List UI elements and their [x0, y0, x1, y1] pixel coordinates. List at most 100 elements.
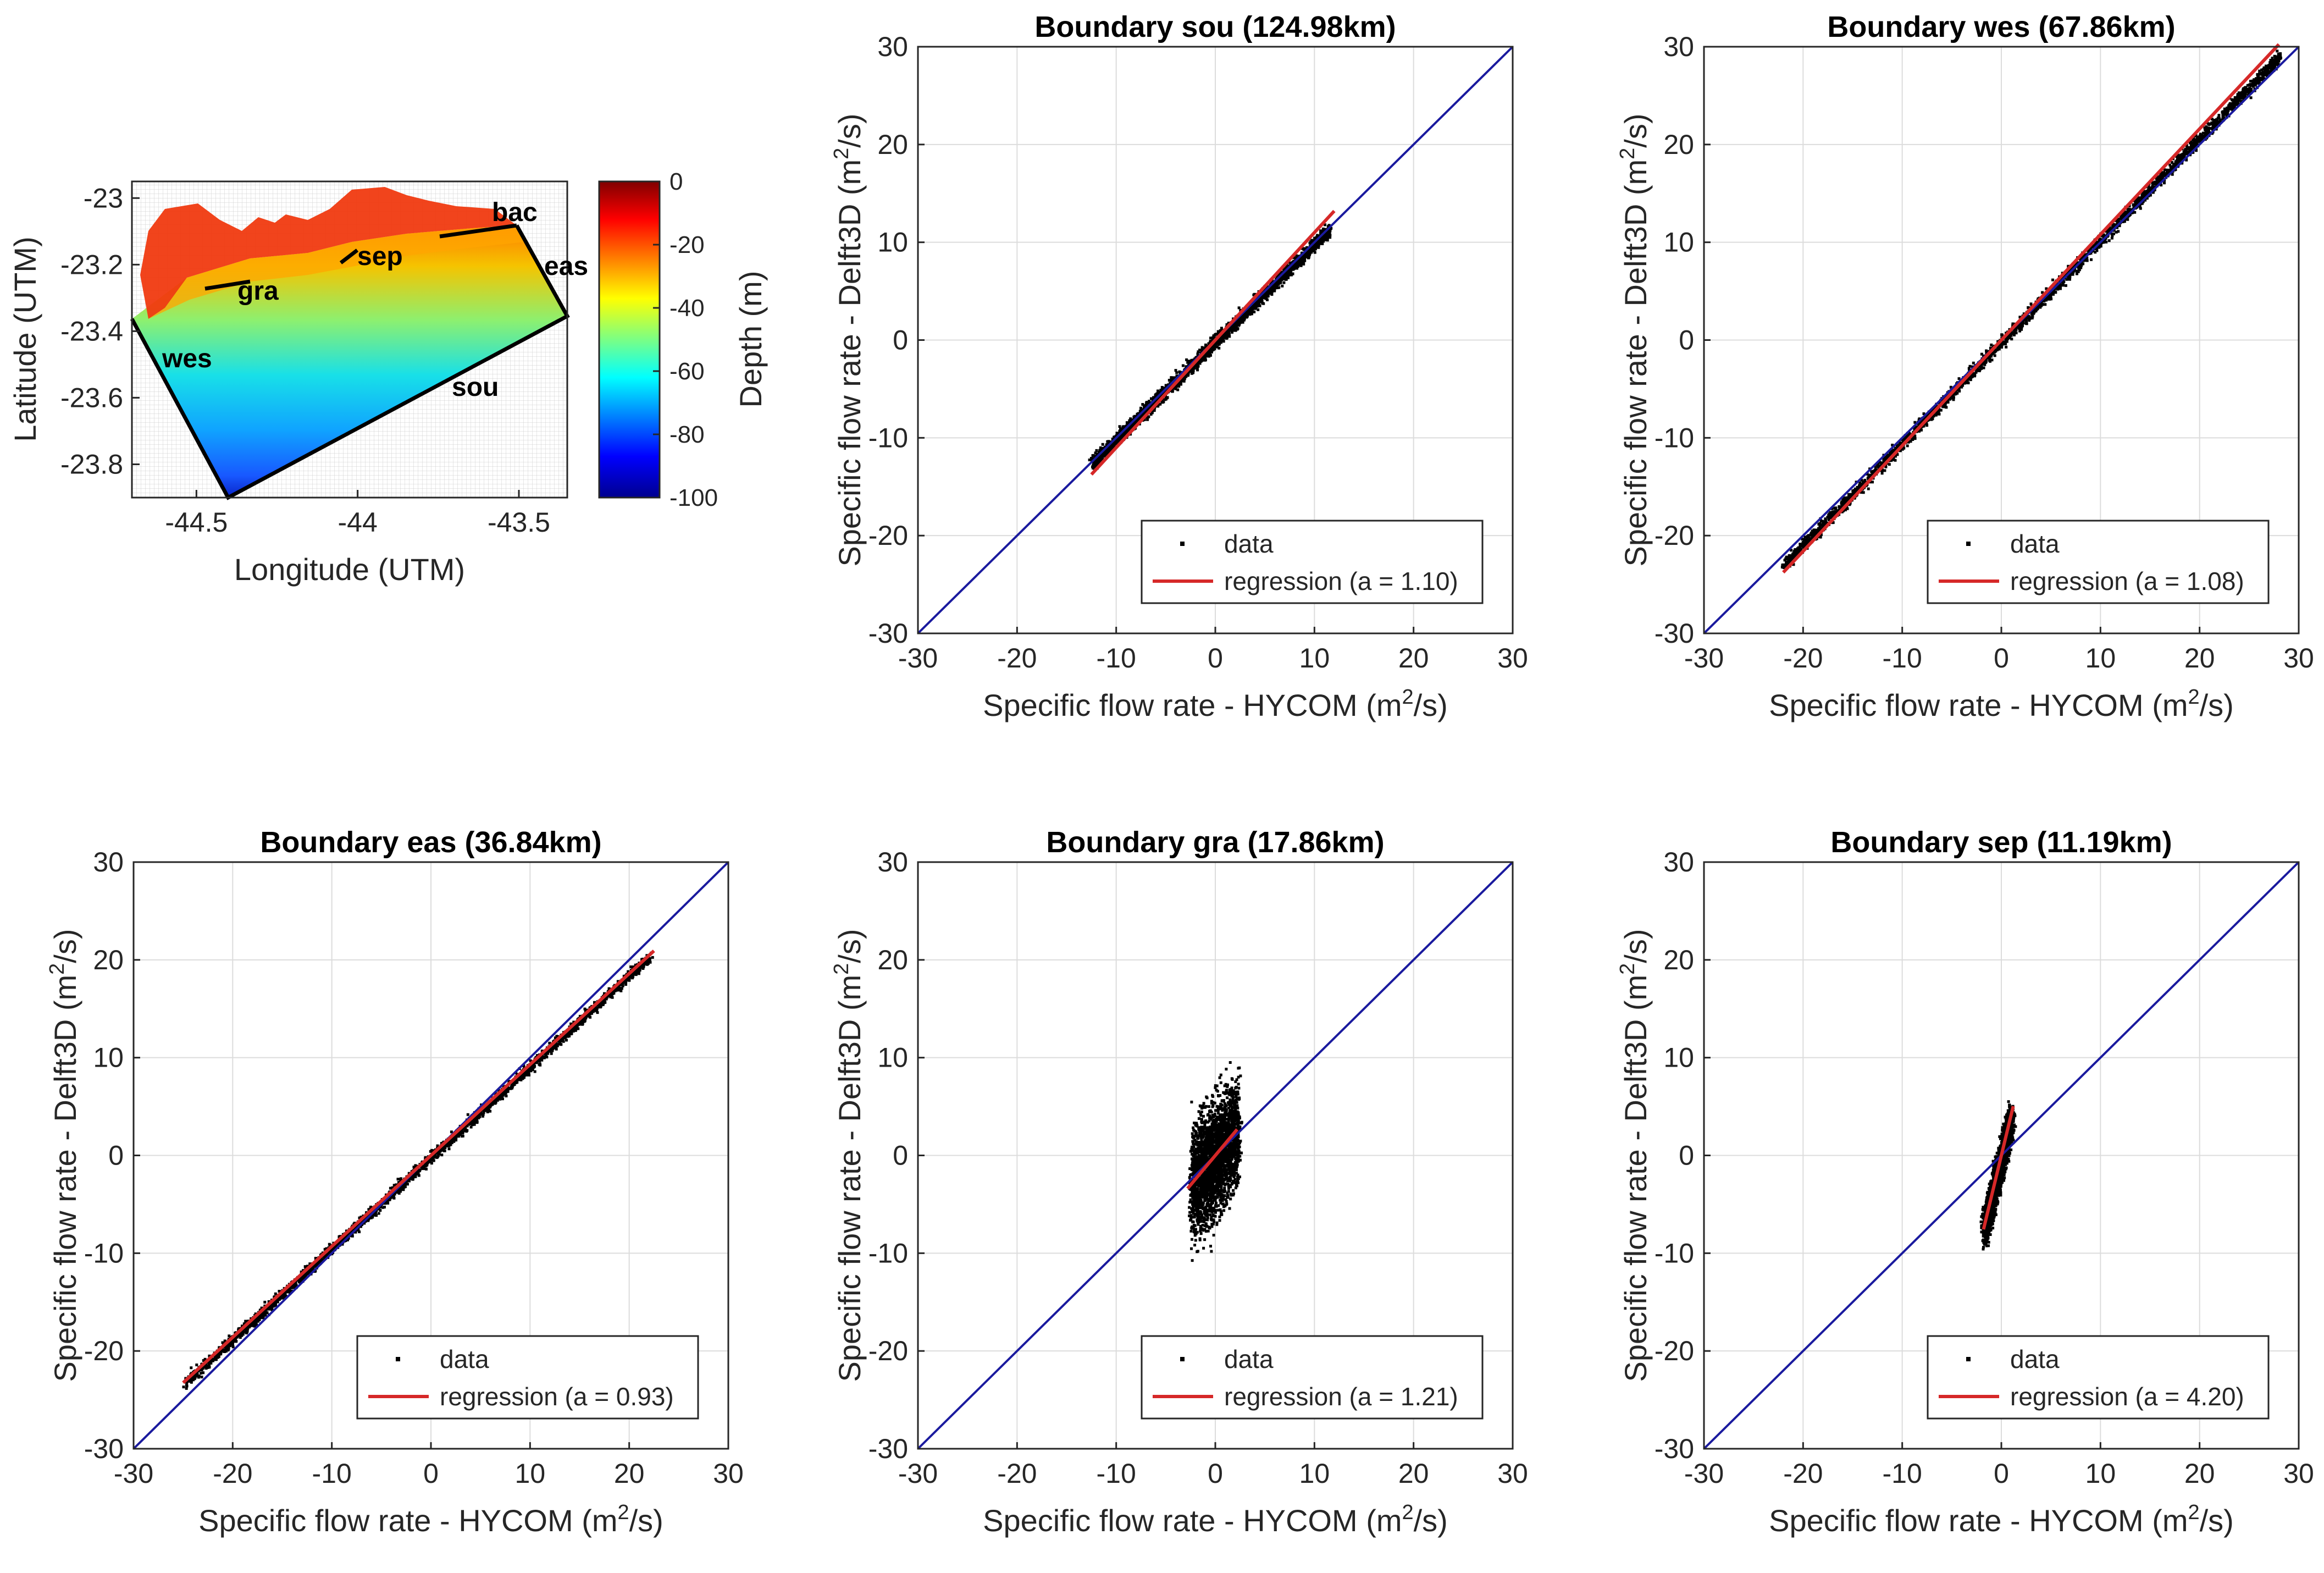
ytick-label: -20 — [868, 1335, 908, 1366]
xtick-label: -10 — [1883, 1458, 1922, 1489]
legend-data-label: data — [2010, 1345, 2060, 1373]
ytick-label: 30 — [877, 31, 908, 62]
ytick-label: -10 — [84, 1238, 124, 1268]
map-boundary-labels: bac sep eas gra wes sou — [162, 198, 588, 402]
legend-box — [356, 1335, 699, 1420]
map-label-sep: sep — [357, 242, 403, 271]
colorbar-ticks: 0 -20 -40 -60 -80 -100 — [653, 168, 718, 511]
legend-data-label: data — [1224, 1345, 1274, 1373]
xtick-label: 20 — [2184, 1458, 2215, 1489]
scatter-panel-2: -30-30 -20 -20 -10 -10 0 0 10 10 20 20 30 30 Boundary… — [1616, 10, 2314, 722]
xtick-label: 20 — [2184, 643, 2215, 674]
colorbar-tick-label: -60 — [669, 358, 705, 385]
ytick-label: -30 — [868, 1433, 908, 1464]
ytick-label: 20 — [93, 945, 124, 975]
ytick-label: 20 — [1663, 129, 1694, 160]
xtick-label: -30 — [1684, 1458, 1724, 1489]
x-axis-label: Specific flow rate - HYCOM (m2/s) — [198, 1501, 663, 1538]
xtick-label: 10 — [2085, 1458, 2116, 1489]
colorbar-tick-label: -80 — [669, 421, 705, 448]
xtick-label: 30 — [1497, 1458, 1528, 1489]
xtick-label: -10 — [1097, 1458, 1136, 1489]
legend-regression-label: regression (a = 1.10) — [1224, 567, 1458, 595]
chart-title: Boundary wes (67.86km) — [1827, 10, 2175, 43]
legend-data-label: data — [2010, 529, 2060, 558]
xtick-label: 20 — [1398, 643, 1429, 674]
map-xtick-label: -43.5 — [488, 507, 550, 538]
regression-line — [1782, 43, 2281, 574]
xtick-label: -20 — [1783, 643, 1823, 674]
scatter-panel-3: -30-30 -20 -20 -10 -10 0 0 10 10 20 20 30 30 Boundary… — [46, 826, 744, 1538]
ytick-label: -10 — [1655, 422, 1694, 453]
legend-data-marker — [1966, 542, 1971, 546]
xtick-label: 30 — [713, 1458, 744, 1489]
colorbar-tick-label: -40 — [669, 295, 705, 322]
xtick-label: -30 — [898, 1458, 938, 1489]
y-axis-label: Specific flow rate - Delft3D (m2/s) — [830, 929, 867, 1382]
ytick-label: -30 — [868, 618, 908, 649]
y-axis-label: Specific flow rate - Delft3D (m2/s) — [1616, 114, 1653, 567]
map-panel: -44.5 -44 -43.5 -23 -23.2 -23.4 -23.6 -23.8 ba… — [8, 168, 768, 587]
ytick-label: 10 — [93, 1042, 124, 1073]
legend: data regression (a = 0.93) — [356, 1335, 699, 1420]
x-axis-label: Specific flow rate - HYCOM (m2/s) — [1769, 1501, 2234, 1538]
legend-data-label: data — [1224, 529, 1274, 558]
legend-box — [1141, 520, 1484, 604]
ytick-label: -30 — [1655, 1433, 1694, 1464]
map-axes-frame — [131, 180, 568, 499]
ytick-label: 10 — [877, 1042, 908, 1073]
legend-data-marker — [1180, 542, 1185, 546]
legend-box — [1141, 1335, 1484, 1420]
ytick-label: -30 — [84, 1433, 124, 1464]
legend-box — [1927, 1335, 2270, 1420]
map-ylabel: Latitude (UTM) — [8, 236, 42, 441]
ytick-label: 30 — [877, 847, 908, 877]
ytick-label: -20 — [84, 1335, 124, 1366]
xtick-label: -30 — [898, 643, 938, 674]
x-axis-label: Specific flow rate - HYCOM (m2/s) — [983, 1501, 1448, 1538]
ytick-label: -10 — [868, 1238, 908, 1268]
map-ytick-label: -23 — [84, 183, 123, 213]
map-label-wes: wes — [162, 344, 212, 373]
xtick-label: 30 — [2283, 1458, 2314, 1489]
legend-box — [1927, 520, 2270, 604]
ytick-label: 30 — [1663, 31, 1694, 62]
xtick-label: 0 — [1994, 1458, 2009, 1489]
map-xlabel: Longitude (UTM) — [234, 552, 465, 587]
map-ytick-label: -23.8 — [60, 449, 123, 479]
xtick-label: 10 — [1299, 643, 1330, 674]
ytick-label: 30 — [1663, 847, 1694, 877]
regression-line — [182, 950, 655, 1384]
map-ytick-label: -23.6 — [60, 382, 123, 413]
map-label-eas: eas — [544, 252, 588, 281]
xtick-label: -10 — [1097, 643, 1136, 674]
ytick-label: -20 — [1655, 1335, 1694, 1366]
colorbar-tick-label: -20 — [669, 231, 705, 258]
legend-regression-label: regression (a = 1.21) — [1224, 1382, 1458, 1411]
scatter-panel-5: -30-30 -20 -20 -10 -10 0 0 10 10 20 20 30 30 Boundary… — [1616, 826, 2314, 1538]
chart-title: Boundary eas (36.84km) — [260, 826, 601, 859]
xtick-label: 20 — [1398, 1458, 1429, 1489]
map-xticks: -44.5 -44 -43.5 — [165, 490, 550, 538]
ytick-label: 0 — [893, 325, 908, 356]
xtick-label: 10 — [2085, 643, 2116, 674]
xtick-label: 10 — [1299, 1458, 1330, 1489]
map-ytick-label: -23.2 — [60, 249, 123, 280]
map-xtick-label: -44 — [338, 507, 378, 538]
xtick-label: -20 — [997, 643, 1037, 674]
regression-line — [1982, 1106, 2015, 1230]
legend: data regression (a = 1.08) — [1927, 520, 2270, 604]
ytick-label: 10 — [1663, 227, 1694, 258]
legend-regression-label: regression (a = 1.08) — [2010, 567, 2244, 595]
y-axis-label: Specific flow rate - Delft3D (m2/s) — [830, 114, 867, 567]
xtick-label: 10 — [515, 1458, 546, 1489]
map-sea-region — [132, 225, 567, 498]
legend-data-marker — [396, 1357, 400, 1361]
ytick-label: 10 — [877, 227, 908, 258]
colorbar-tick-label: -100 — [669, 484, 718, 511]
ytick-label: -30 — [1655, 618, 1694, 649]
scatter-panel-1: -30-30 -20 -20 -10 -10 0 0 10 10 20 20 30 30 Boundary… — [830, 10, 1528, 722]
ytick-label: 0 — [1679, 325, 1694, 356]
map-boundary-lines — [130, 223, 570, 500]
